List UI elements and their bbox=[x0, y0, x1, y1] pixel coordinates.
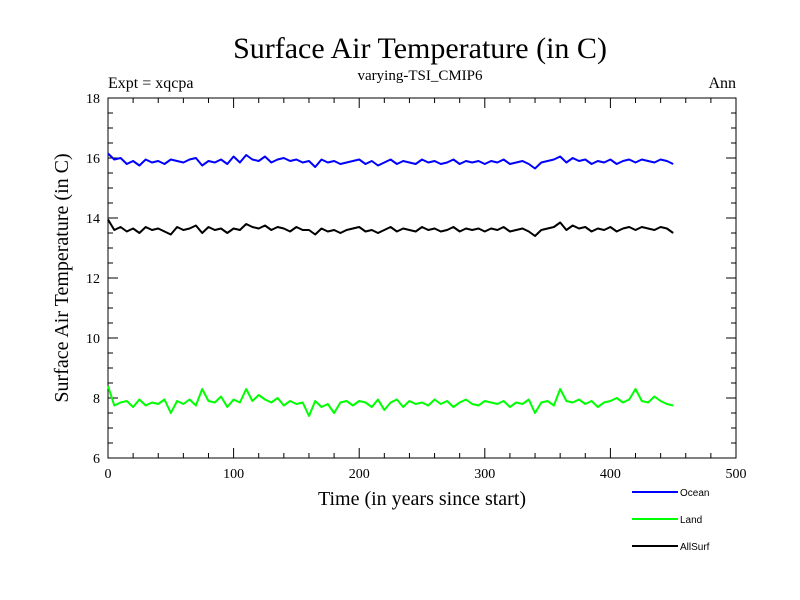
series-lines bbox=[107, 152, 674, 417]
y-tick-label: 16 bbox=[86, 152, 100, 167]
legend-label-ocean: Ocean bbox=[680, 488, 709, 499]
x-tick-label: 300 bbox=[474, 467, 495, 482]
series-line-allsurf bbox=[107, 218, 674, 237]
period-label: Ann bbox=[708, 75, 736, 92]
x-tick-label: 400 bbox=[600, 467, 621, 482]
experiment-label: Expt = xqcpa bbox=[108, 75, 193, 92]
x-axis-label: Time (in years since start) bbox=[318, 488, 526, 510]
x-tick-label: 500 bbox=[726, 467, 747, 482]
x-tick-label: 0 bbox=[105, 467, 112, 482]
x-tick-label: 200 bbox=[349, 467, 370, 482]
y-tick-label: 6 bbox=[93, 452, 100, 467]
chart-subtitle: varying-TSI_CMIP6 bbox=[358, 68, 483, 84]
series-line-ocean bbox=[107, 152, 674, 170]
x-tick-label: 100 bbox=[223, 467, 244, 482]
series-line-land bbox=[107, 385, 674, 417]
y-tick-label: 12 bbox=[86, 272, 100, 287]
y-tick-label: 18 bbox=[86, 92, 100, 107]
y-axis-label: Surface Air Temperature (in C) bbox=[51, 153, 73, 402]
legend-label-land: Land bbox=[680, 515, 702, 526]
chart-title: Surface Air Temperature (in C) bbox=[233, 32, 607, 65]
legend-label-allsurf: AllSurf bbox=[680, 542, 710, 553]
y-tick-label: 14 bbox=[86, 212, 100, 227]
legend: Ocean Land AllSurf bbox=[632, 488, 710, 553]
y-tick-label: 8 bbox=[93, 392, 100, 407]
plot-frame bbox=[107, 97, 737, 459]
axis-ticks: 0 100 200 300 400 500 6 8 10 12 14 16 18 bbox=[86, 92, 747, 482]
y-tick-label: 10 bbox=[86, 332, 100, 347]
